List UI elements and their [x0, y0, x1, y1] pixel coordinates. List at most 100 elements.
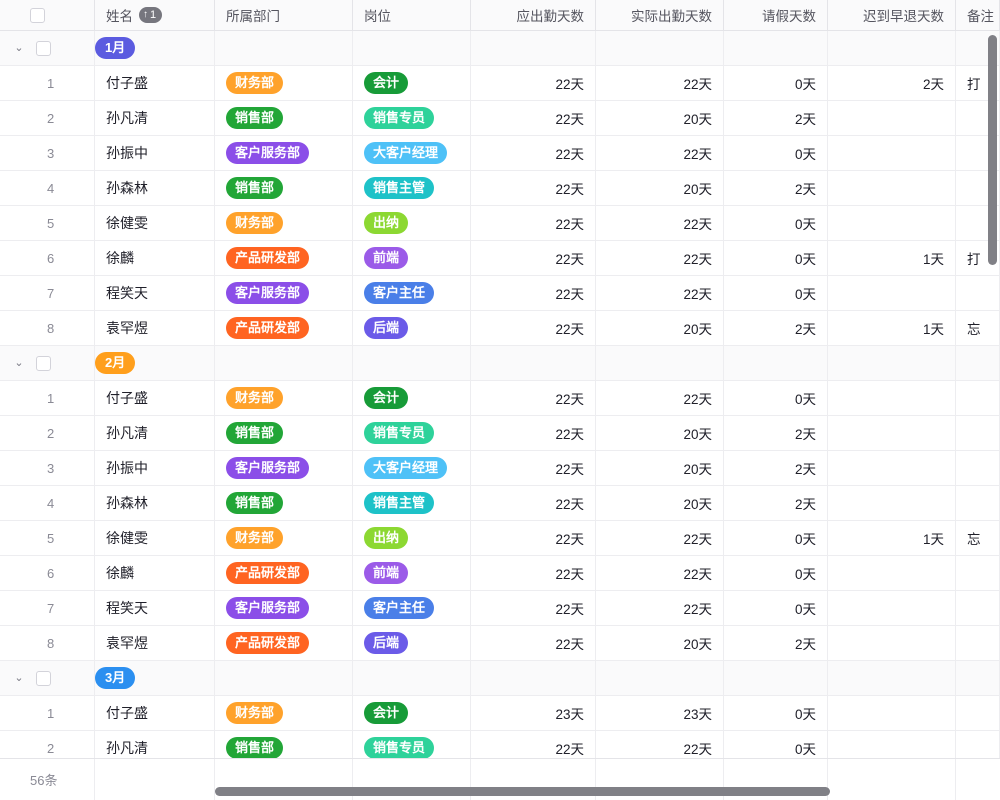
cell-role[interactable]: 出纳 [353, 206, 471, 240]
cell-actual[interactable]: 22天 [596, 276, 724, 310]
cell-actual[interactable]: 22天 [596, 556, 724, 590]
cell-actual[interactable]: 22天 [596, 66, 724, 100]
cell-late[interactable]: 1天 [828, 241, 956, 275]
group-header-row[interactable]: ⌄ 2月 [0, 346, 1000, 381]
cell-name[interactable]: 孙森林 [95, 486, 215, 520]
group-checkbox[interactable] [36, 40, 51, 56]
cell-late[interactable]: 2天 [828, 66, 956, 100]
cell-role[interactable]: 销售主管 [353, 171, 471, 205]
cell-select[interactable]: 6 [0, 556, 95, 590]
cell-leave[interactable]: 0天 [724, 206, 828, 240]
cell-due[interactable]: 22天 [471, 521, 596, 555]
cell-actual[interactable]: 20天 [596, 626, 724, 660]
cell-leave[interactable]: 0天 [724, 276, 828, 310]
cell-select[interactable]: 1 [0, 66, 95, 100]
cell-select[interactable]: 2 [0, 416, 95, 450]
cell-role[interactable]: 后端 [353, 311, 471, 345]
column-header-actual[interactable]: 实际出勤天数 [596, 0, 724, 30]
cell-dept[interactable]: 财务部 [215, 521, 353, 555]
cell-dept[interactable]: 客户服务部 [215, 136, 353, 170]
cell-role[interactable]: 会计 [353, 381, 471, 415]
cell-leave[interactable]: 0天 [724, 556, 828, 590]
column-header-role[interactable]: 岗位 [353, 0, 471, 30]
cell-note[interactable] [956, 696, 1000, 730]
cell-due[interactable]: 22天 [471, 136, 596, 170]
cell-role[interactable]: 销售专员 [353, 101, 471, 135]
cell-actual[interactable]: 20天 [596, 101, 724, 135]
cell-name[interactable]: 袁罕煜 [95, 626, 215, 660]
cell-leave[interactable]: 0天 [724, 521, 828, 555]
cell-actual[interactable]: 22天 [596, 521, 724, 555]
cell-note[interactable] [956, 591, 1000, 625]
cell-leave[interactable]: 0天 [724, 66, 828, 100]
cell-role[interactable]: 会计 [353, 696, 471, 730]
cell-name[interactable]: 程笑天 [95, 591, 215, 625]
table-row[interactable]: 3 孙振中 客户服务部 大客户经理 22天 22天 0天 [0, 136, 1000, 171]
cell-dept[interactable]: 产品研发部 [215, 241, 353, 275]
cell-name[interactable]: 孙凡清 [95, 416, 215, 450]
cell-select[interactable]: 7 [0, 591, 95, 625]
cell-select[interactable]: 1 [0, 696, 95, 730]
cell-late[interactable] [828, 136, 956, 170]
table-row[interactable]: 7 程笑天 客户服务部 客户主任 22天 22天 0天 [0, 276, 1000, 311]
cell-dept[interactable]: 销售部 [215, 171, 353, 205]
cell-select[interactable]: 6 [0, 241, 95, 275]
cell-due[interactable]: 22天 [471, 591, 596, 625]
cell-select[interactable]: 5 [0, 206, 95, 240]
table-row[interactable]: 6 徐麟 产品研发部 前端 22天 22天 0天 [0, 556, 1000, 591]
table-row[interactable]: 3 孙振中 客户服务部 大客户经理 22天 20天 2天 [0, 451, 1000, 486]
cell-due[interactable]: 22天 [471, 451, 596, 485]
cell-dept[interactable]: 销售部 [215, 731, 353, 765]
table-row[interactable]: 2 孙凡清 销售部 销售专员 22天 20天 2天 [0, 416, 1000, 451]
cell-select[interactable]: 4 [0, 486, 95, 520]
cell-dept[interactable]: 销售部 [215, 486, 353, 520]
cell-due[interactable]: 23天 [471, 696, 596, 730]
table-row[interactable]: 4 孙森林 销售部 销售主管 22天 20天 2天 [0, 486, 1000, 521]
cell-role[interactable]: 客户主任 [353, 591, 471, 625]
cell-due[interactable]: 22天 [471, 556, 596, 590]
group-header-row[interactable]: ⌄ 3月 [0, 661, 1000, 696]
cell-actual[interactable]: 20天 [596, 416, 724, 450]
cell-name[interactable]: 徐麟 [95, 556, 215, 590]
cell-name[interactable]: 孙凡清 [95, 101, 215, 135]
cell-name[interactable]: 付子盛 [95, 66, 215, 100]
cell-name[interactable]: 徐麟 [95, 241, 215, 275]
cell-late[interactable] [828, 731, 956, 765]
cell-due[interactable]: 22天 [471, 241, 596, 275]
cell-due[interactable]: 22天 [471, 416, 596, 450]
cell-role[interactable]: 销售主管 [353, 486, 471, 520]
table-row[interactable]: 5 徐健雯 财务部 出纳 22天 22天 0天 1天 忘 [0, 521, 1000, 556]
horizontal-scrollbar[interactable] [215, 787, 830, 796]
cell-name[interactable]: 付子盛 [95, 381, 215, 415]
cell-dept[interactable]: 客户服务部 [215, 276, 353, 310]
cell-late[interactable] [828, 101, 956, 135]
cell-leave[interactable]: 2天 [724, 416, 828, 450]
column-header-name[interactable]: 姓名 ↑ 1 [95, 0, 215, 30]
cell-leave[interactable]: 2天 [724, 451, 828, 485]
cell-due[interactable]: 22天 [471, 66, 596, 100]
cell-due[interactable]: 22天 [471, 206, 596, 240]
select-all-checkbox[interactable] [30, 7, 45, 23]
cell-note[interactable] [956, 556, 1000, 590]
cell-actual[interactable]: 22天 [596, 206, 724, 240]
cell-dept[interactable]: 产品研发部 [215, 556, 353, 590]
cell-dept[interactable]: 销售部 [215, 101, 353, 135]
chevron-down-icon[interactable]: ⌄ [14, 356, 24, 369]
cell-leave[interactable]: 0天 [724, 136, 828, 170]
cell-due[interactable]: 22天 [471, 311, 596, 345]
cell-leave[interactable]: 0天 [724, 591, 828, 625]
cell-select[interactable]: 2 [0, 101, 95, 135]
cell-dept[interactable]: 财务部 [215, 696, 353, 730]
column-header-due[interactable]: 应出勤天数 [471, 0, 596, 30]
group-checkbox[interactable] [36, 355, 51, 371]
table-row[interactable]: 8 袁罕煜 产品研发部 后端 22天 20天 2天 [0, 626, 1000, 661]
cell-dept[interactable]: 销售部 [215, 416, 353, 450]
cell-name[interactable]: 徐健雯 [95, 521, 215, 555]
table-row[interactable]: 6 徐麟 产品研发部 前端 22天 22天 0天 1天 打 [0, 241, 1000, 276]
cell-name[interactable]: 付子盛 [95, 696, 215, 730]
cell-note[interactable] [956, 451, 1000, 485]
cell-leave[interactable]: 2天 [724, 101, 828, 135]
cell-late[interactable] [828, 696, 956, 730]
cell-leave[interactable]: 2天 [724, 171, 828, 205]
cell-actual[interactable]: 23天 [596, 696, 724, 730]
